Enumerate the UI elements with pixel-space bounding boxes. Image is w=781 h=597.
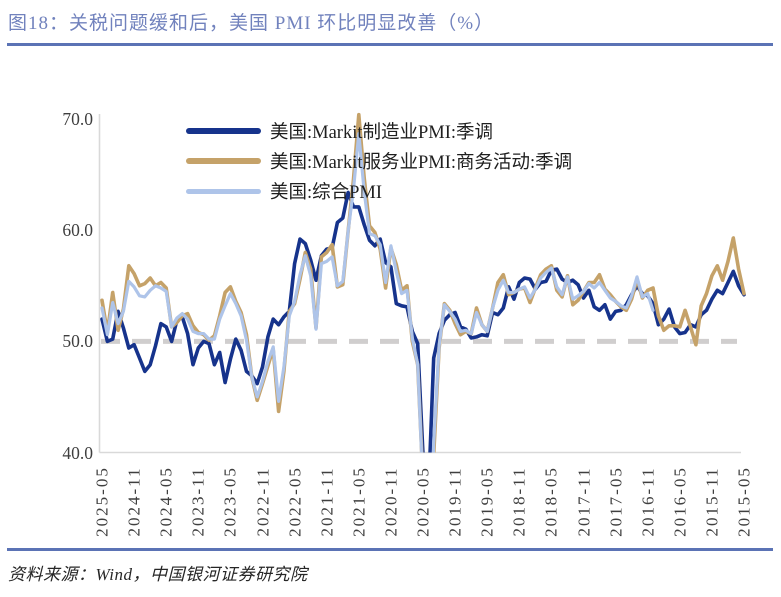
services-line-swatch (186, 158, 261, 164)
legend-label: 美国:Markit服务业PMI:商务活动:季调 (270, 153, 573, 173)
legend-label: 美国:综合PMI (270, 183, 383, 203)
manufacturing-line-swatch (186, 128, 261, 134)
figure-title: 图18：关税问题缓和后，美国 PMI 环比明显改善（%） (8, 13, 495, 34)
legend-item-composite-pmi: 美国:综合PMI (186, 176, 572, 206)
footer-divider (7, 548, 773, 551)
title-divider (7, 43, 773, 46)
legend-item-manufacturing-pmi: 美国:Markit制造业PMI:季调 (186, 116, 572, 146)
pmi-line-plot (98, 112, 746, 454)
composite-pmi-line (100, 132, 655, 453)
legend-label: 美国:Markit制造业PMI:季调 (270, 123, 494, 143)
pmi-chart: 70.0 60.0 50.0 40.0 2025-05 2024-11 2024-05 20… (0, 60, 781, 557)
legend-item-services-pmi: 美国:Markit服务业PMI:商务活动:季调 (186, 146, 572, 176)
chart-legend: 美国:Markit制造业PMI:季调 美国:Markit服务业PMI:商务活动:… (186, 116, 572, 206)
composite-line-swatch (186, 188, 261, 194)
source-note: 资料来源：Wind，中国银河证券研究院 (8, 565, 308, 584)
